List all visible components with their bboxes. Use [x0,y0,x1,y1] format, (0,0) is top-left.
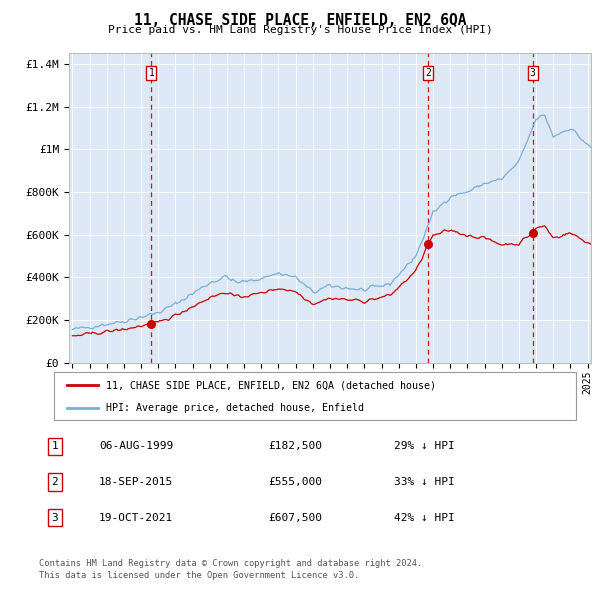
Text: 3: 3 [530,68,536,78]
Text: 1: 1 [148,68,154,78]
Text: 1: 1 [52,441,58,451]
Text: 42% ↓ HPI: 42% ↓ HPI [394,513,455,523]
Text: This data is licensed under the Open Government Licence v3.0.: This data is licensed under the Open Gov… [39,571,359,580]
Text: 18-SEP-2015: 18-SEP-2015 [99,477,173,487]
Text: 11, CHASE SIDE PLACE, ENFIELD, EN2 6QA: 11, CHASE SIDE PLACE, ENFIELD, EN2 6QA [134,13,466,28]
Text: Price paid vs. HM Land Registry's House Price Index (HPI): Price paid vs. HM Land Registry's House … [107,25,493,35]
Text: 19-OCT-2021: 19-OCT-2021 [99,513,173,523]
Text: £555,000: £555,000 [268,477,322,487]
Text: 2: 2 [52,477,58,487]
Text: 11, CHASE SIDE PLACE, ENFIELD, EN2 6QA (detached house): 11, CHASE SIDE PLACE, ENFIELD, EN2 6QA (… [106,380,436,390]
Text: £182,500: £182,500 [268,441,322,451]
Text: 33% ↓ HPI: 33% ↓ HPI [394,477,455,487]
Text: Contains HM Land Registry data © Crown copyright and database right 2024.: Contains HM Land Registry data © Crown c… [39,559,422,568]
Text: 06-AUG-1999: 06-AUG-1999 [99,441,173,451]
Text: HPI: Average price, detached house, Enfield: HPI: Average price, detached house, Enfi… [106,403,364,413]
Text: 2: 2 [425,68,431,78]
FancyBboxPatch shape [54,372,576,420]
Text: 3: 3 [52,513,58,523]
Text: 29% ↓ HPI: 29% ↓ HPI [394,441,455,451]
Text: £607,500: £607,500 [268,513,322,523]
